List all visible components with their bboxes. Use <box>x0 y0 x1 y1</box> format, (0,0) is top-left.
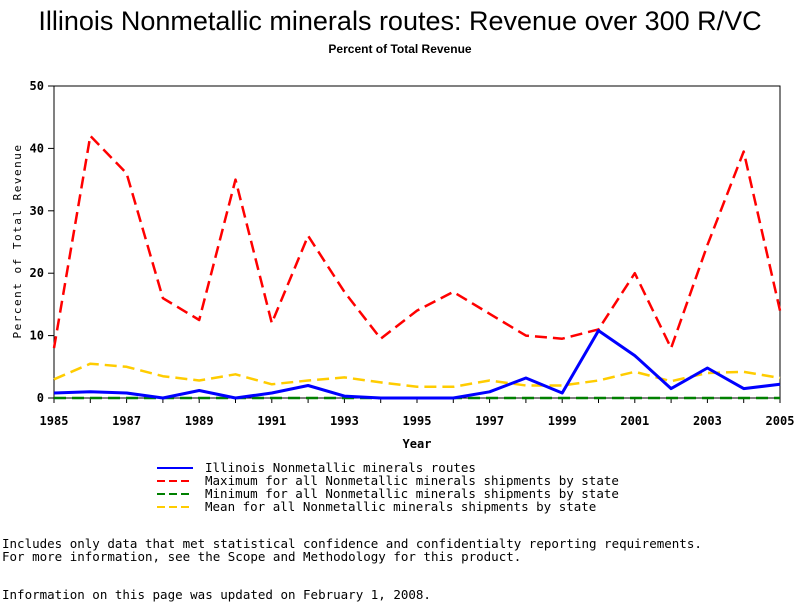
x-tick-label: 1999 <box>548 414 577 428</box>
x-tick-label: 2003 <box>693 414 722 428</box>
legend-label-3: Mean for all Nonmetallic minerals shipme… <box>205 499 596 514</box>
chart-title: Illinois Nonmetallic minerals routes: Re… <box>38 6 762 36</box>
y-tick-label: 0 <box>37 391 44 405</box>
legend: Illinois Nonmetallic minerals routesMaxi… <box>157 460 619 514</box>
y-axis-label: Percent of Total Revenue <box>11 144 24 339</box>
x-tick-label: 1991 <box>257 414 286 428</box>
footnote-updated: Information on this page was updated on … <box>2 587 431 602</box>
x-tick-label: 1997 <box>475 414 504 428</box>
footnote-methodology: For more information, see the Scope and … <box>2 549 522 564</box>
series-line-3 <box>53 362 781 389</box>
chart-subtitle: Percent of Total Revenue <box>328 42 472 56</box>
line-chart: 0 10 20 30 40 50 1985 1987 1989 1991 1993 1995 1997… <box>11 79 795 514</box>
x-tick-label: 1995 <box>403 414 432 428</box>
y-tick-label: 30 <box>30 204 44 218</box>
x-axis: 1985 1987 1989 1991 1993 1995 1997 1999 2001 2003… <box>40 398 795 428</box>
series-line-1 <box>52 134 782 350</box>
x-tick-label: 1985 <box>40 414 69 428</box>
legend-label-2: Minimum for all Nonmetallic minerals shi… <box>205 486 619 501</box>
y-tick-label: 20 <box>30 266 44 280</box>
x-axis-label: Year <box>403 437 432 451</box>
legend-label-0: Illinois Nonmetallic minerals routes <box>205 460 476 475</box>
plot-area-frame <box>53 85 781 399</box>
x-tick-label: 2001 <box>620 414 649 428</box>
y-tick-label: 40 <box>30 141 44 155</box>
x-tick-label: 1993 <box>330 414 359 428</box>
footnote-confidence: Includes only data that met statistical … <box>2 536 702 551</box>
y-axis: 0 10 20 30 40 50 <box>30 79 54 405</box>
series-lines <box>52 134 782 400</box>
x-tick-label: 1989 <box>185 414 214 428</box>
y-tick-label: 50 <box>30 79 44 93</box>
y-tick-label: 10 <box>30 329 44 343</box>
series-line-0 <box>53 329 781 400</box>
legend-label-1: Maximum for all Nonmetallic minerals shi… <box>205 473 619 488</box>
x-tick-label: 1987 <box>112 414 141 428</box>
x-tick-label: 2005 <box>766 414 795 428</box>
